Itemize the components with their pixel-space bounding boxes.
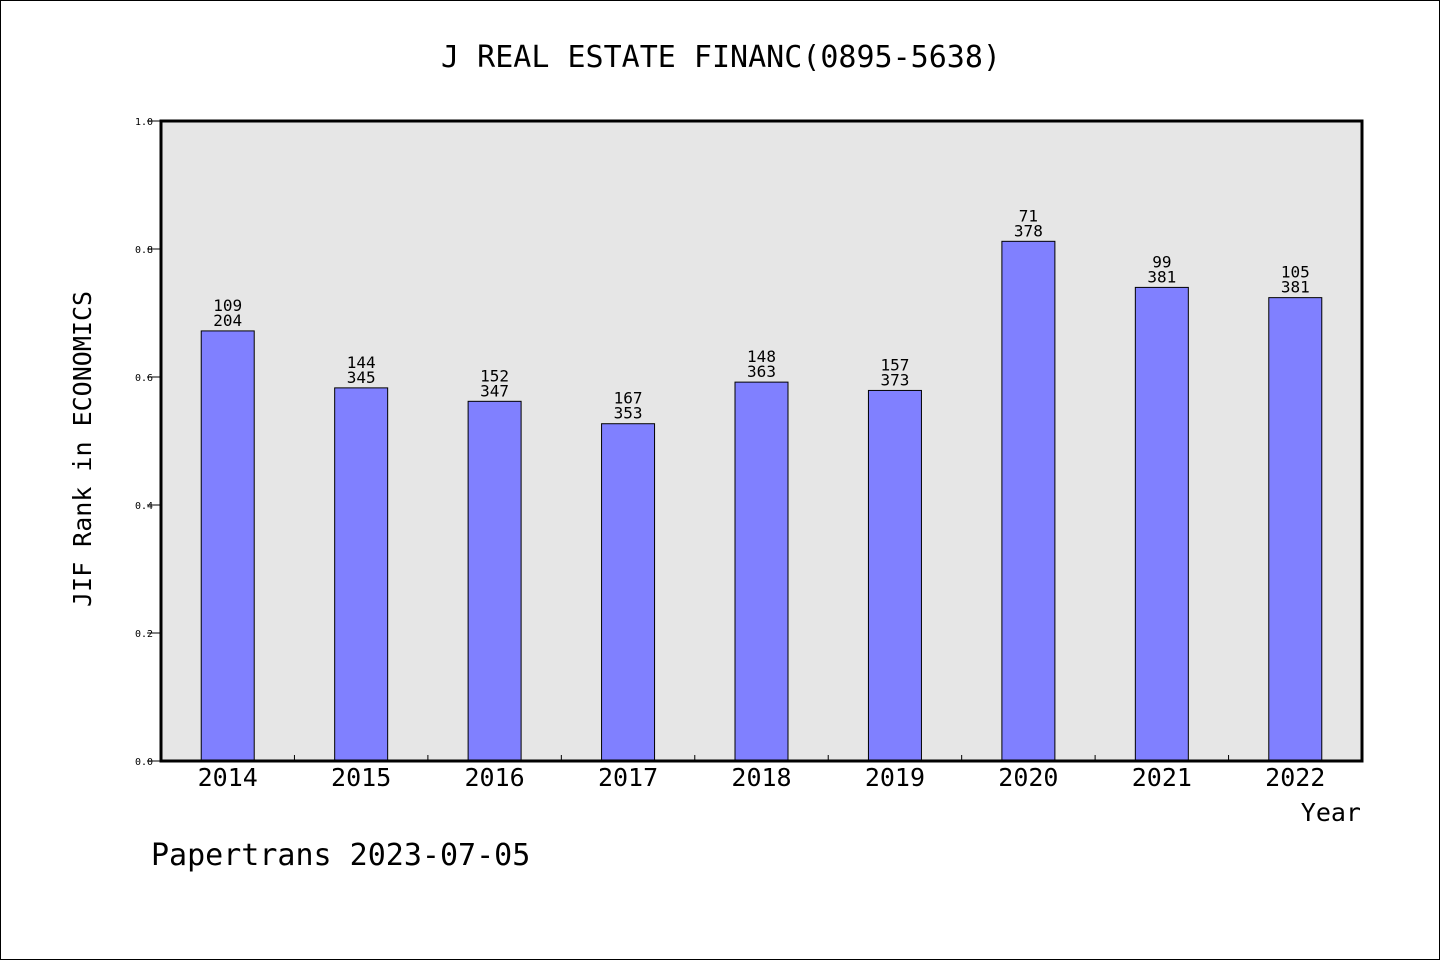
- bar-2015: [334, 387, 389, 762]
- bar-label-top: 157: [880, 355, 909, 374]
- bar-2020: [1001, 240, 1056, 762]
- bar-label-bottom: 363: [747, 362, 776, 381]
- y-tick-label: 0.8: [135, 245, 153, 256]
- y-tick-label: 0.2: [135, 629, 153, 640]
- bar-label-bottom: 378: [1014, 221, 1043, 240]
- bar-2018: [734, 381, 789, 762]
- bar-label-top: 152: [480, 366, 509, 385]
- bar-2014: [200, 330, 255, 762]
- bar-label-bottom: 353: [614, 404, 643, 423]
- x-tick-label: 2018: [731, 763, 791, 792]
- x-tick-label: 2021: [1132, 763, 1192, 792]
- bar-label-bottom: 204: [213, 311, 242, 330]
- x-tick-label: 2020: [998, 763, 1058, 792]
- bar-2017: [601, 423, 656, 762]
- y-axis: 0.0 0.2 0.4 0.6 0.8 1.0: [135, 117, 161, 768]
- bar-label-bottom: 345: [347, 368, 376, 387]
- y-tick-label: 0.4: [135, 501, 153, 512]
- x-tick-label: 2015: [331, 763, 391, 792]
- bar-label-top: 99: [1152, 252, 1171, 271]
- bar-label-bottom: 373: [880, 370, 909, 389]
- bar-label-top: 71: [1019, 206, 1038, 225]
- y-tick-label: 0.6: [135, 373, 153, 384]
- bar-label-top: 109: [213, 296, 242, 315]
- bar-label-bottom: 381: [1281, 278, 1310, 297]
- bar-label-top: 105: [1281, 263, 1310, 282]
- chart-title: J REAL ESTATE FINANC(0895-5638): [441, 40, 1001, 75]
- source-footer: Papertrans 2023-07-05: [151, 838, 530, 873]
- x-tick-label: 2014: [198, 763, 258, 792]
- bar-label-bottom: 347: [480, 381, 509, 400]
- plot-border: [159, 119, 1364, 763]
- bar-label-bottom: 381: [1147, 267, 1176, 286]
- bar-label-top: 144: [347, 353, 376, 372]
- x-tick-label: 2022: [1265, 763, 1325, 792]
- x-tick-label: 2019: [865, 763, 925, 792]
- x-axis-label: Year: [1301, 798, 1361, 827]
- bar-2022: [1268, 297, 1323, 762]
- x-axis: 2014 2015 2016 2017 2018 2019 2020 2021 2022: [198, 755, 1325, 792]
- bar-2019: [867, 389, 922, 762]
- y-axis-label: JIF Rank in ECONOMICS: [68, 291, 97, 607]
- y-tick-label: 0.0: [135, 757, 153, 768]
- bar-2021: [1134, 286, 1189, 762]
- bar-label-top: 167: [614, 389, 643, 408]
- x-tick-label: 2016: [465, 763, 525, 792]
- x-tick-label: 2017: [598, 763, 658, 792]
- bar-2016: [467, 400, 522, 762]
- bar-label-top: 148: [747, 347, 776, 366]
- y-tick-label: 1.0: [135, 117, 153, 128]
